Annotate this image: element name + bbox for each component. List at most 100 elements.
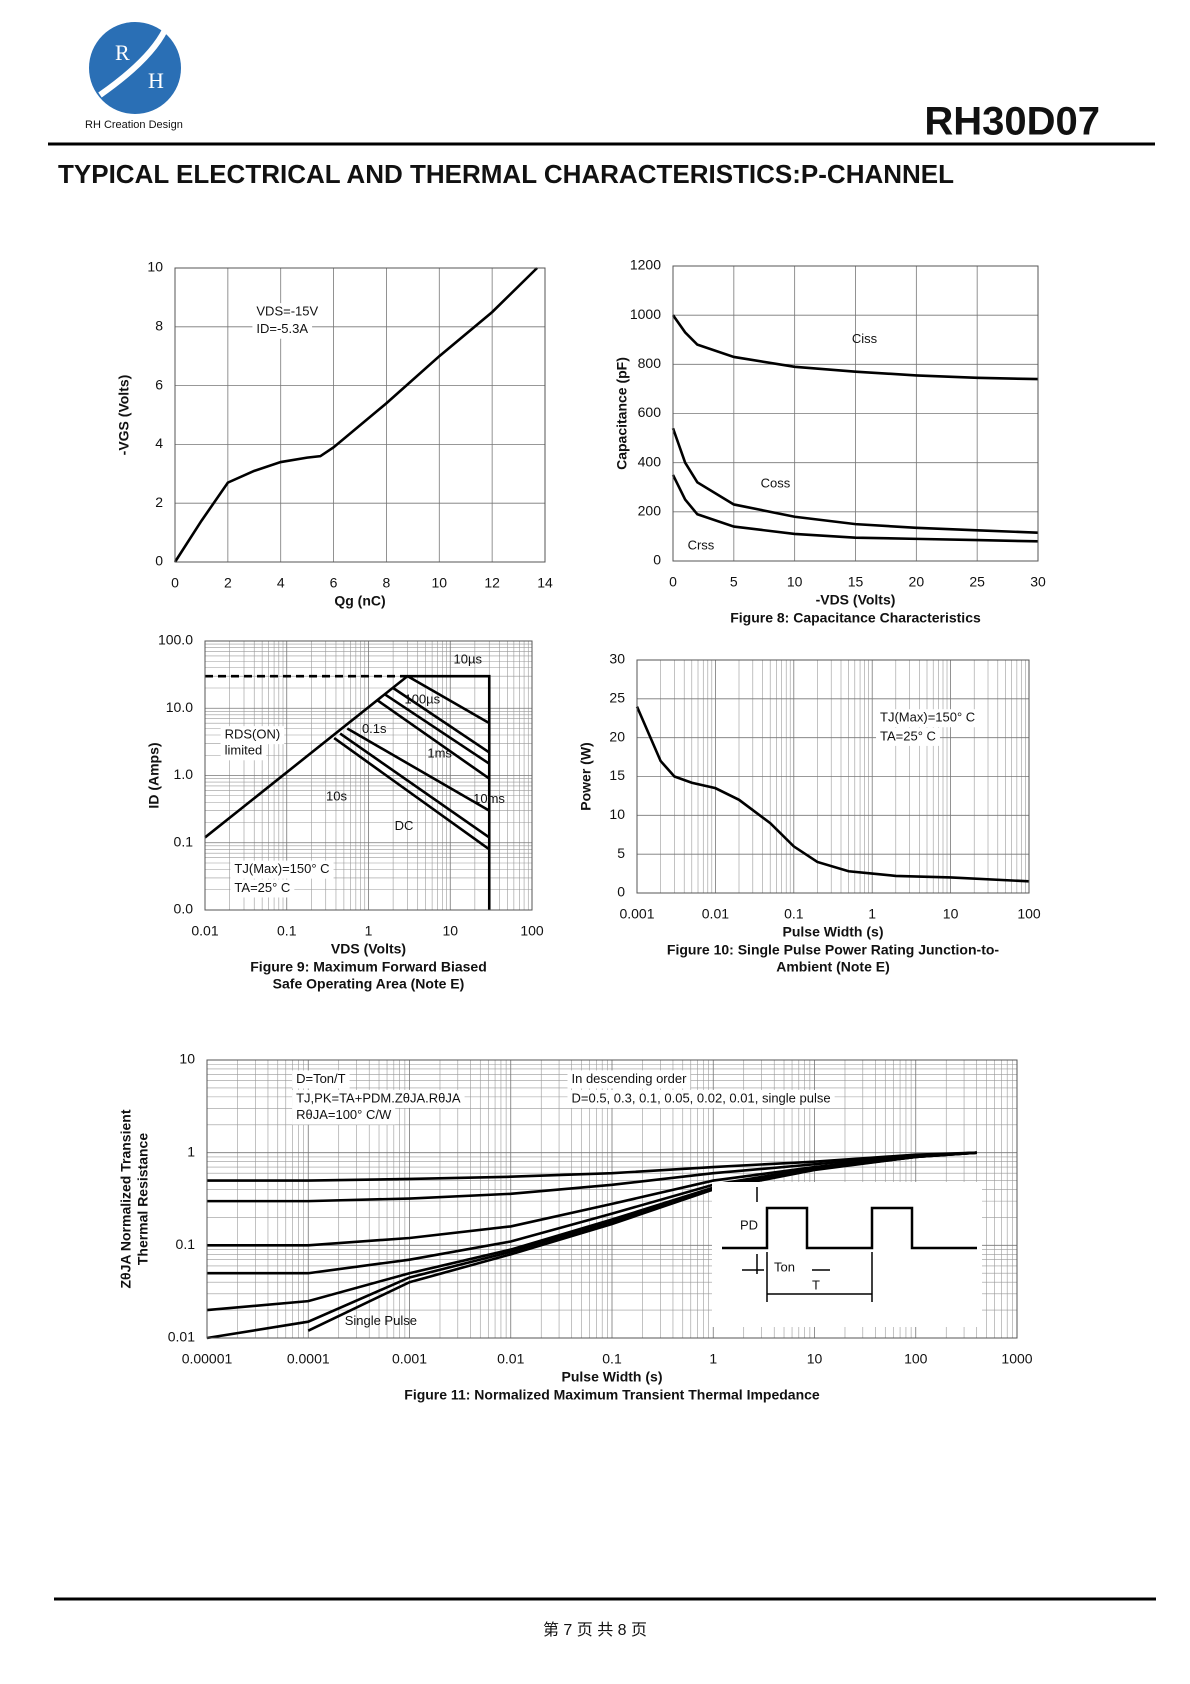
- x-tick-label: 0.00001: [182, 1351, 233, 1367]
- series-label: 100µs: [404, 692, 440, 707]
- y-tick-label: 5: [617, 845, 625, 861]
- annotation: TJ(Max)=150° C: [234, 861, 329, 876]
- x-tick-label: 20: [909, 574, 925, 590]
- x-tick-label: 12: [484, 575, 500, 591]
- annotation: RθJA=100° C/W: [296, 1107, 392, 1122]
- x-tick-label: 0.01: [702, 906, 729, 922]
- x-tick-label: 0.1: [277, 923, 297, 939]
- plot-area: [174, 267, 546, 563]
- annotation: TA=25° C: [880, 728, 936, 743]
- y-tick-label: 6: [155, 376, 163, 392]
- annotation: TJ,PK=TA+PDM.ZθJA.RθJA: [296, 1090, 461, 1105]
- x-tick-label: 30: [1030, 574, 1046, 590]
- annotation-bg: [292, 1070, 350, 1089]
- y-tick-label: 10: [609, 806, 625, 822]
- annotation-bg: [220, 726, 285, 745]
- caption: Figure 11: Normalized Maximum Transient …: [404, 1387, 820, 1403]
- x-tick-label: 100: [1017, 906, 1041, 922]
- annotation-bg: [876, 727, 940, 746]
- section-title: TYPICAL ELECTRICAL AND THERMAL CHARACTER…: [58, 159, 954, 189]
- pulse-train: [722, 1206, 977, 1250]
- x-axis-label: Qg (nC): [334, 593, 385, 609]
- x-tick-label: 0.0001: [287, 1351, 330, 1367]
- caption: Figure 9: Maximum Forward Biased: [250, 959, 487, 975]
- x-tick-label: 2: [224, 575, 232, 591]
- logo-letter: H: [148, 68, 164, 93]
- series-line: [377, 699, 491, 780]
- annotation-bg: [230, 879, 295, 898]
- y-tick-label: 400: [638, 453, 662, 469]
- annotation: VDS=-15V: [256, 304, 318, 319]
- x-tick-label: 0.01: [497, 1351, 524, 1367]
- logo-letter: R: [115, 40, 130, 65]
- annotation: RDS(ON): [225, 727, 281, 742]
- series-line: [307, 1151, 977, 1332]
- plot-frame: [206, 1059, 1018, 1339]
- annotation: limited: [225, 743, 263, 758]
- inset-bg: [712, 1182, 982, 1327]
- y-tick-label: 10: [147, 259, 163, 275]
- y-axis-label: ZθJA Normalized Transient: [118, 1109, 134, 1288]
- annotation-bg: [567, 1070, 691, 1089]
- plot-frame: [204, 640, 533, 911]
- annotation-bg: [220, 742, 267, 761]
- series-label: Ciss: [852, 331, 878, 346]
- y-tick-label: 200: [638, 503, 662, 519]
- series-label: 10s: [326, 788, 347, 803]
- y-tick-label: 4: [155, 435, 163, 451]
- y-tick-label: 15: [609, 767, 625, 783]
- y-tick-label: 0.0: [174, 901, 194, 917]
- x-tick-label: 14: [537, 575, 553, 591]
- series-label: DC: [395, 818, 414, 833]
- y-axis-label: Power (W): [578, 742, 594, 810]
- annotation: In descending order: [572, 1071, 688, 1086]
- series-label: Crss: [688, 538, 715, 553]
- y-tick-label: 25: [609, 690, 625, 706]
- x-tick-label: 25: [969, 574, 985, 590]
- y-tick-label: 2: [155, 494, 163, 510]
- annotation-bg: [230, 860, 334, 879]
- series-label: 10µs: [454, 651, 483, 666]
- series-line: [384, 693, 490, 765]
- series-line: [635, 706, 1030, 883]
- x-tick-label: 0.001: [619, 906, 654, 922]
- x-tick-label: 5: [730, 574, 738, 590]
- x-axis-label: Pulse Width (s): [783, 924, 884, 940]
- annotation-bg: [252, 303, 323, 322]
- inset-label: T: [812, 1277, 820, 1292]
- annotation-bg: [567, 1089, 835, 1108]
- annotation-bg: [876, 709, 980, 728]
- x-tick-label: 0.1: [602, 1351, 622, 1367]
- x-tick-label: 10: [943, 906, 959, 922]
- y-tick-label: 1200: [630, 257, 661, 273]
- annotation: TJ(Max)=150° C: [880, 710, 975, 725]
- y-tick-label: 10.0: [166, 699, 193, 715]
- x-tick-label: 0.01: [191, 923, 218, 939]
- caption: Figure 8: Capacitance Characteristics: [730, 610, 981, 626]
- plot-frame: [672, 265, 1039, 562]
- y-axis-label: ID (Amps): [146, 742, 162, 808]
- plot-frame: [636, 659, 1030, 894]
- x-tick-label: 0: [669, 574, 677, 590]
- series-line: [671, 314, 1039, 381]
- caption: Ambient (Note E): [776, 959, 890, 975]
- series-line: [333, 737, 491, 851]
- x-tick-label: 10: [807, 1351, 823, 1367]
- y-tick-label: 0.01: [168, 1329, 195, 1345]
- part-number: RH30D07: [924, 100, 1100, 144]
- x-tick-label: 10: [442, 923, 458, 939]
- y-axis-label: Thermal Resistance: [135, 1133, 151, 1265]
- x-tick-label: 100: [904, 1351, 928, 1367]
- y-tick-label: 0: [653, 552, 661, 568]
- y-tick-label: 800: [638, 355, 662, 371]
- x-tick-label: 0: [171, 575, 179, 591]
- plot-frame: [174, 267, 546, 563]
- y-axis-label: -VGS (Volts): [116, 375, 132, 456]
- x-axis-label: VDS (Volts): [331, 941, 406, 957]
- series-label: Coss: [761, 476, 791, 491]
- y-tick-label: 0: [617, 884, 625, 900]
- y-tick-label: 20: [609, 728, 625, 744]
- x-tick-label: 4: [277, 575, 285, 591]
- company: RH Creation Design: [85, 119, 183, 131]
